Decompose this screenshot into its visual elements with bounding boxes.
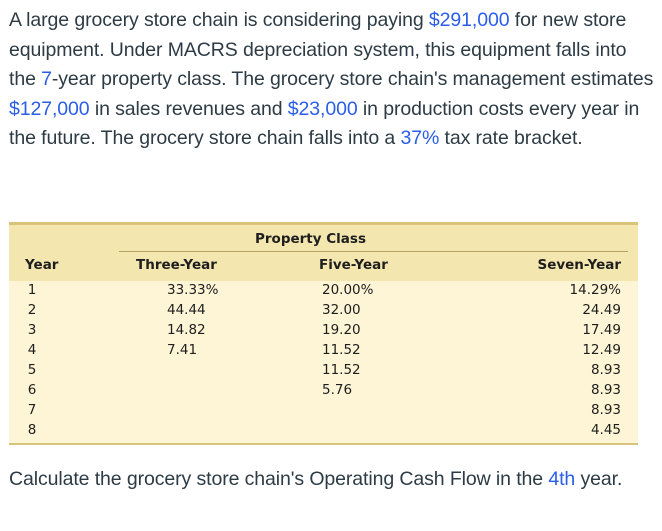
tax-rate: 37% — [400, 127, 440, 149]
cell-year: 5 — [27, 362, 37, 378]
cell-five-year: 19.20 — [322, 322, 361, 338]
prompt-part-2: year. — [575, 468, 623, 490]
cell-seven-year: 24.49 — [582, 302, 621, 318]
cell-three-year: 14.82 — [167, 322, 206, 338]
cell-year: 2 — [27, 302, 37, 318]
table-row: 4 7.41 11.52 12.49 — [9, 342, 638, 362]
table-row: 5 11.52 8.93 — [9, 362, 638, 382]
header-five-year: Five-Year — [319, 257, 388, 273]
cell-seven-year: 12.49 — [582, 342, 621, 358]
cell-year: 4 — [27, 342, 37, 358]
table-row: 1 33.33% 20.00% 14.29% — [9, 282, 638, 302]
question-part-2: for new store equipment. Under MACRS dep… — [9, 9, 627, 90]
property-class-years: 7 — [41, 68, 52, 90]
cell-year: 3 — [27, 322, 37, 338]
header-three-year: Three-Year — [136, 257, 217, 273]
table-row: 8 4.45 — [9, 422, 638, 442]
question-part-4: in sales revenues and — [89, 97, 288, 120]
cell-year: 1 — [27, 282, 37, 298]
header-divider — [119, 251, 628, 252]
cell-five-year: 5.76 — [322, 382, 353, 398]
question-text: A large grocery store chain is consideri… — [9, 6, 657, 154]
header-year: Year — [25, 257, 59, 273]
table-row: 3 14.82 19.20 17.49 — [9, 322, 638, 342]
equipment-cost: $291,000 — [428, 9, 510, 31]
cell-year: 8 — [27, 422, 37, 438]
cell-five-year: 11.52 — [322, 362, 361, 378]
cell-year: 7 — [27, 402, 37, 418]
cell-seven-year: 17.49 — [582, 322, 621, 338]
macrs-table: Property Class Year Three-Year Five-Year… — [9, 222, 638, 445]
table-row: 7 8.93 — [9, 402, 638, 422]
cell-seven-year: 8.93 — [590, 382, 621, 398]
question-part-3: -year property class. The grocery store … — [51, 68, 654, 90]
cell-seven-year: 14.29% — [569, 282, 621, 298]
sales-revenue: $127,000 — [9, 97, 90, 120]
header-seven-year: Seven-Year — [537, 257, 621, 273]
cell-seven-year: 4.45 — [590, 422, 621, 438]
question-part-6: tax rate bracket. — [439, 127, 583, 149]
target-year: 4th — [548, 468, 576, 490]
cell-five-year: 11.52 — [322, 342, 361, 358]
property-class-header: Property Class — [255, 231, 366, 247]
question-part-5: in production costs every year in the fu… — [9, 97, 640, 150]
cell-three-year: 33.33% — [167, 282, 219, 298]
cell-year: 6 — [27, 382, 37, 398]
table-row: 2 44.44 32.00 24.49 — [9, 302, 638, 322]
cell-five-year: 32.00 — [322, 302, 361, 318]
prompt-part-1: Calculate the grocery store chain's Oper… — [9, 468, 549, 490]
cell-three-year: 7.41 — [167, 342, 198, 358]
production-costs: $23,000 — [287, 97, 358, 120]
table-row: 6 5.76 8.93 — [9, 382, 638, 402]
cell-five-year: 20.00% — [322, 282, 374, 298]
cell-three-year: 44.44 — [167, 302, 206, 318]
prompt-text: Calculate the grocery store chain's Oper… — [9, 465, 657, 495]
table-header: Property Class Year Three-Year Five-Year… — [9, 225, 638, 281]
question-part-1: A large grocery store chain is consideri… — [9, 9, 429, 31]
cell-seven-year: 8.93 — [590, 402, 621, 418]
cell-seven-year: 8.93 — [590, 362, 621, 378]
